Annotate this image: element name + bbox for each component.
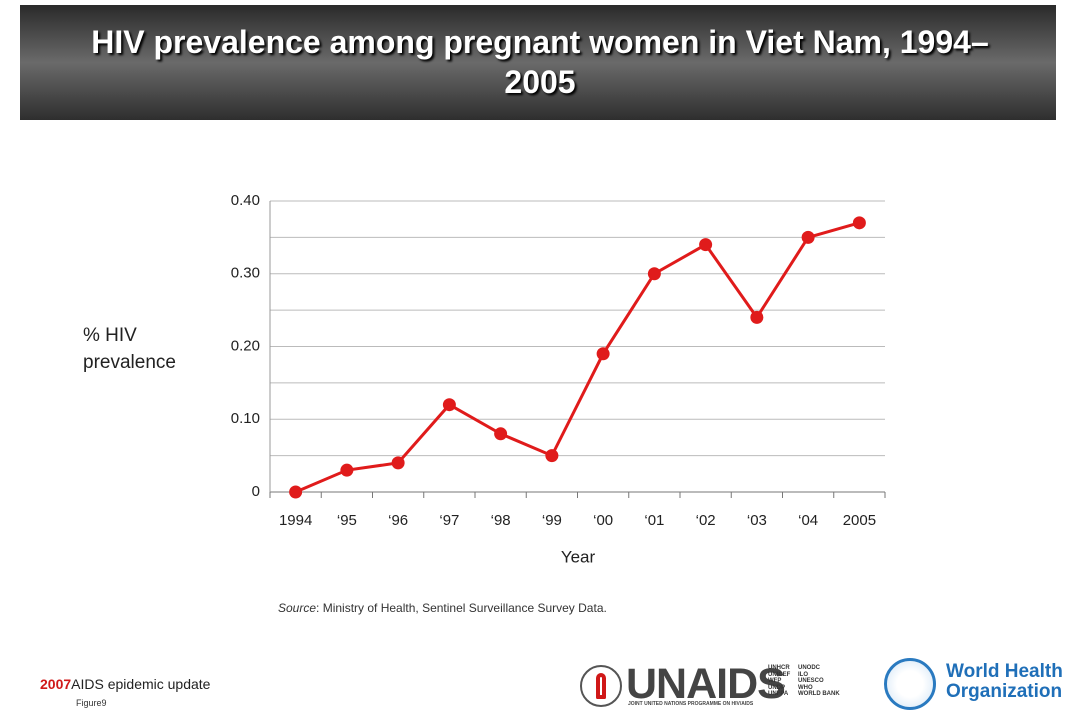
data-point xyxy=(545,449,559,463)
x-tick-label: ‘03 xyxy=(747,512,767,529)
y-tick-label: 0 xyxy=(252,483,260,500)
figure-label: Figure xyxy=(76,698,102,708)
x-tick-label: ‘98 xyxy=(491,512,511,529)
unaids-logo: UNAIDS xyxy=(626,660,786,708)
who-logo: World Health Organization xyxy=(946,662,1063,702)
x-tick-label: ‘01 xyxy=(644,512,664,529)
who-line: Organization xyxy=(946,681,1063,702)
data-point xyxy=(289,485,303,499)
cosponsor: WHO xyxy=(798,684,813,691)
cosponsor: UNHCR xyxy=(768,665,790,671)
who-emblem xyxy=(884,658,936,710)
unaids-tagline: JOINT UNITED NATIONS PROGRAMME ON HIV/AI… xyxy=(628,701,754,707)
cosponsors-column: UNHCR UNICEF WFP UNDP UNFPA xyxy=(768,665,790,698)
data-point xyxy=(699,238,713,252)
source-text: : Ministry of Health, Sentinel Surveilla… xyxy=(316,601,607,615)
source-label: Source xyxy=(278,601,317,615)
cosponsor: UNICEF xyxy=(768,671,791,678)
source-note: Source: Ministry of Health, Sentinel Sur… xyxy=(278,601,607,615)
data-point xyxy=(801,230,815,244)
data-point xyxy=(340,463,354,477)
title-banner xyxy=(20,5,1056,120)
x-axis-label: Year xyxy=(561,547,596,566)
y-tick-label: 0.30 xyxy=(231,265,260,282)
figure-note: Figure9 xyxy=(76,698,107,708)
data-point xyxy=(596,347,610,361)
data-point xyxy=(494,427,508,441)
y-tick-label: 0.40 xyxy=(231,192,260,209)
unaids-emblem xyxy=(580,665,622,707)
y-tick-label: 0.20 xyxy=(231,337,260,354)
x-tick-label: ‘97 xyxy=(439,512,459,529)
footer-publication: 2007AIDS epidemic update xyxy=(40,676,210,692)
x-tick-label: ‘96 xyxy=(388,512,408,529)
x-tick-label: ‘02 xyxy=(696,512,716,529)
cosponsor: ILO xyxy=(798,671,808,678)
cosponsor: UNDP xyxy=(768,684,786,691)
cosponsors-column: UNODC ILO UNESCO WHO WORLD BANK xyxy=(798,665,840,698)
x-tick-label: ‘99 xyxy=(542,512,562,529)
data-point xyxy=(442,398,456,412)
cosponsor: WORLD BANK xyxy=(798,691,840,697)
x-tick-label: ‘95 xyxy=(337,512,357,529)
data-point xyxy=(750,310,764,324)
x-tick-label: ‘04 xyxy=(798,512,818,529)
figure-number: 9 xyxy=(101,698,107,708)
red-ribbon xyxy=(596,673,606,699)
chart-title: HIV prevalence among pregnant women in V… xyxy=(91,24,989,100)
x-tick-label: ‘00 xyxy=(593,512,613,529)
cosponsor: UNODC xyxy=(798,665,820,671)
who-line: World Health xyxy=(946,661,1063,682)
cosponsor: WFP xyxy=(768,678,782,684)
y-tick-label: 0.10 xyxy=(231,410,260,427)
footer-title: AIDS epidemic update xyxy=(71,676,211,692)
cosponsor: UNESCO xyxy=(798,678,824,684)
data-point xyxy=(647,267,661,281)
data-point xyxy=(391,456,405,470)
cosponsor: UNFPA xyxy=(768,691,789,697)
x-tick-label: 1994 xyxy=(279,512,312,529)
y-axis-label: % HIV prevalence xyxy=(83,325,176,373)
footer-year: 2007 xyxy=(40,676,72,692)
data-line xyxy=(295,221,860,494)
x-tick-label: 2005 xyxy=(843,512,876,529)
data-point xyxy=(852,216,866,230)
